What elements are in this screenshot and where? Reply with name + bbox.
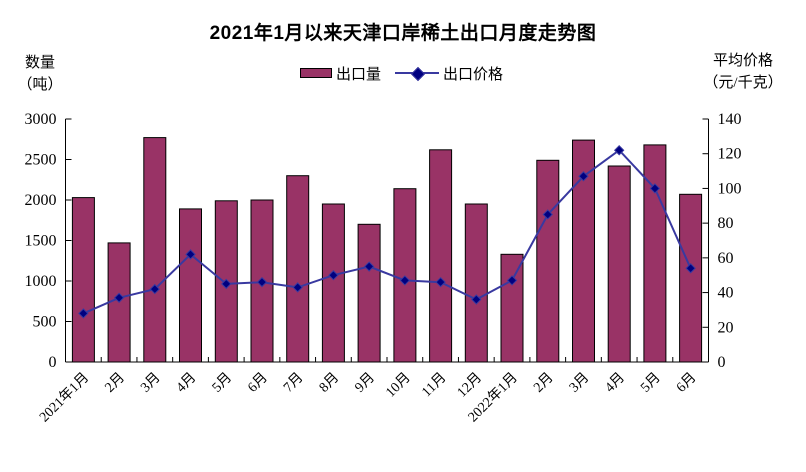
line-marker bbox=[221, 278, 232, 290]
bar bbox=[71, 197, 95, 363]
y-axis-label-left: 0 bbox=[49, 354, 57, 371]
right-axis-title-line2: （元/千克） bbox=[703, 75, 783, 91]
y-axis-label-right: 80 bbox=[718, 215, 734, 232]
y-axis-label-left: 1500 bbox=[25, 233, 57, 250]
line-marker bbox=[649, 183, 661, 194]
x-axis-label: 2月 bbox=[102, 370, 128, 396]
legend-bar-label: 出口量 bbox=[336, 66, 382, 83]
legend-item-export-price: 出口价格 bbox=[395, 63, 503, 84]
bar bbox=[429, 149, 453, 363]
bar bbox=[179, 208, 202, 363]
bar bbox=[500, 253, 524, 363]
bar bbox=[607, 165, 631, 363]
line-marker bbox=[435, 276, 446, 288]
x-axis-label: 8月 bbox=[316, 370, 342, 396]
legend: 出口量 出口价格 bbox=[300, 62, 503, 84]
line-marker bbox=[256, 276, 268, 288]
bar bbox=[536, 159, 560, 363]
x-axis-label: 7月 bbox=[280, 370, 306, 396]
line-marker bbox=[471, 294, 482, 305]
line-marker bbox=[113, 292, 125, 303]
line-marker bbox=[685, 263, 696, 274]
x-axis-label: 10月 bbox=[383, 370, 414, 401]
line-marker bbox=[506, 275, 518, 286]
y-axis-label-left: 1000 bbox=[25, 273, 57, 290]
chart-title: 2021年1月以来天津口岸稀土出口月度走势图 bbox=[209, 23, 597, 44]
legend-item-export-volume: 出口量 bbox=[300, 63, 381, 84]
bar bbox=[679, 193, 703, 363]
y-axis-label-right: 140 bbox=[718, 111, 742, 128]
y-axis-label-left: 2500 bbox=[25, 152, 57, 169]
bar bbox=[286, 175, 310, 363]
left-axis-title: 数量 （吨） bbox=[8, 52, 72, 96]
bar bbox=[643, 144, 667, 363]
x-axis-label: 12月 bbox=[454, 370, 485, 401]
x-axis-label: 5月 bbox=[209, 370, 235, 396]
line-marker bbox=[578, 171, 589, 182]
line-marker bbox=[542, 209, 553, 220]
y-axis-label-right: 120 bbox=[718, 146, 742, 163]
right-axis-title: 平均价格 （元/千克） bbox=[688, 50, 798, 94]
line-marker bbox=[613, 145, 625, 156]
y-axis-label-left: 500 bbox=[33, 314, 57, 331]
x-axis-label: 4月 bbox=[602, 370, 628, 396]
line-marker bbox=[363, 261, 375, 272]
x-axis-label: 3月 bbox=[566, 370, 592, 396]
price-line bbox=[82, 148, 692, 315]
x-axis-label: 4月 bbox=[173, 370, 199, 396]
line-swatch-icon bbox=[395, 66, 440, 82]
line-marker bbox=[149, 283, 161, 295]
x-axis-label: 9月 bbox=[352, 370, 378, 396]
x-axis-label: 6月 bbox=[673, 370, 699, 396]
line-marker bbox=[292, 282, 303, 293]
y-axis-label-right: 20 bbox=[718, 319, 734, 336]
bar bbox=[321, 203, 345, 363]
line-marker bbox=[399, 275, 411, 286]
bar bbox=[143, 137, 167, 363]
y-axis-label-left: 3000 bbox=[25, 111, 57, 128]
y-axis-label-right: 100 bbox=[718, 180, 742, 197]
left-axis-title-line2: （吨） bbox=[17, 77, 63, 93]
y-axis-label-right: 60 bbox=[718, 250, 734, 267]
x-axis-label: 2021年1月 bbox=[36, 370, 92, 426]
y-axis-label-right: 40 bbox=[718, 285, 734, 302]
legend-line-label: 出口价格 bbox=[443, 66, 504, 83]
line-marker bbox=[328, 270, 339, 281]
left-axis-title-line1: 数量 bbox=[24, 55, 55, 71]
x-axis-label: 2月 bbox=[530, 370, 556, 396]
right-axis-title-line1: 平均价格 bbox=[712, 53, 773, 69]
y-axis-label-right: 0 bbox=[718, 354, 726, 371]
bar bbox=[464, 203, 488, 363]
y-axis-label-left: 2000 bbox=[25, 192, 57, 209]
line-marker bbox=[78, 308, 89, 319]
x-axis-label: 6月 bbox=[245, 370, 271, 396]
x-axis-label: 5月 bbox=[638, 370, 664, 396]
x-axis-label: 3月 bbox=[137, 370, 163, 396]
line-marker bbox=[185, 249, 196, 260]
bar bbox=[357, 223, 381, 363]
x-axis-label: 11月 bbox=[419, 370, 450, 401]
bar-swatch-icon bbox=[300, 68, 332, 78]
